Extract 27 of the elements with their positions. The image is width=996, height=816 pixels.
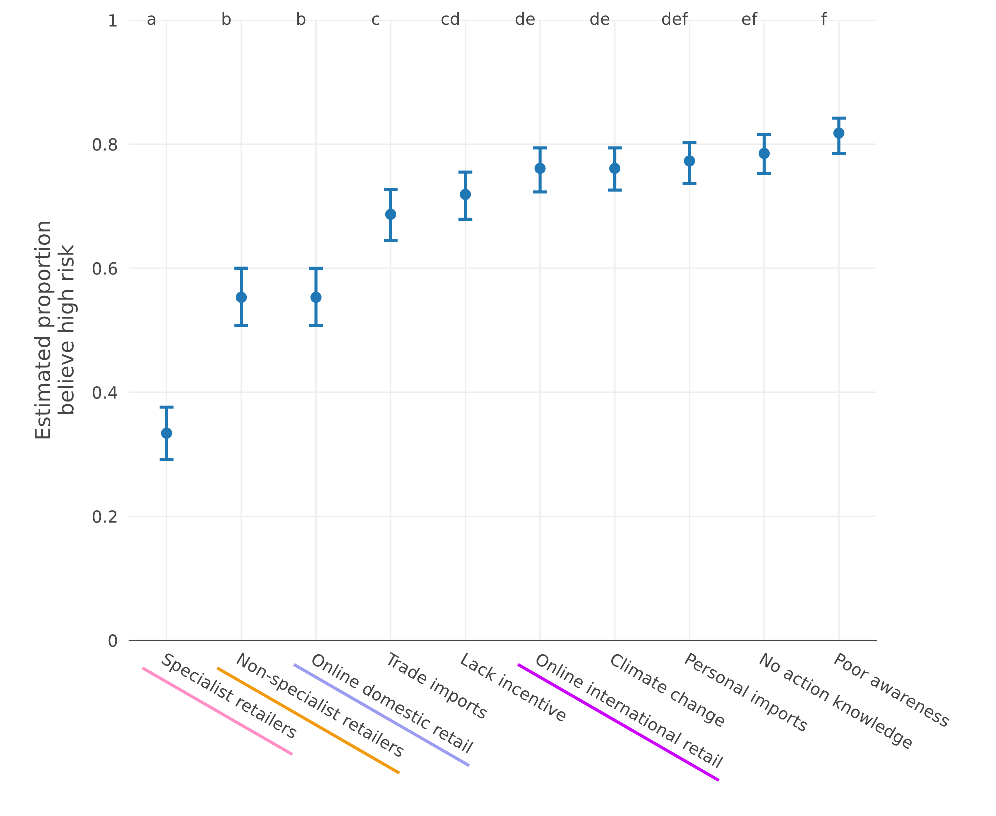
annotation: b [222,12,231,26]
y-tick-label: 0.6 [92,262,118,276]
annotation: de [590,12,610,26]
annotation: cd [442,12,460,26]
y-tick-label: 1 [110,14,117,27]
point [534,163,546,174]
point [385,208,396,220]
y-tick-label: 0.4 [92,386,118,400]
point [161,428,172,439]
point [758,148,770,160]
y-tick-label: 0.2 [92,510,117,524]
y-tick-label: 0.8 [92,138,118,151]
y-axis-title: Estimated proportion believe high risk [34,222,78,439]
point [684,156,696,167]
point [834,128,845,139]
annotation: a [148,16,156,26]
annotation: c [372,16,380,26]
point [236,292,248,304]
annotation: ef [742,12,758,26]
annotation: def [662,12,688,26]
annotation: f [822,12,828,25]
annotation: de [516,12,535,26]
point [609,163,621,174]
point [310,292,322,304]
y-tick-label: 0 [108,634,118,648]
annotation: b [298,12,306,26]
point [460,189,472,200]
